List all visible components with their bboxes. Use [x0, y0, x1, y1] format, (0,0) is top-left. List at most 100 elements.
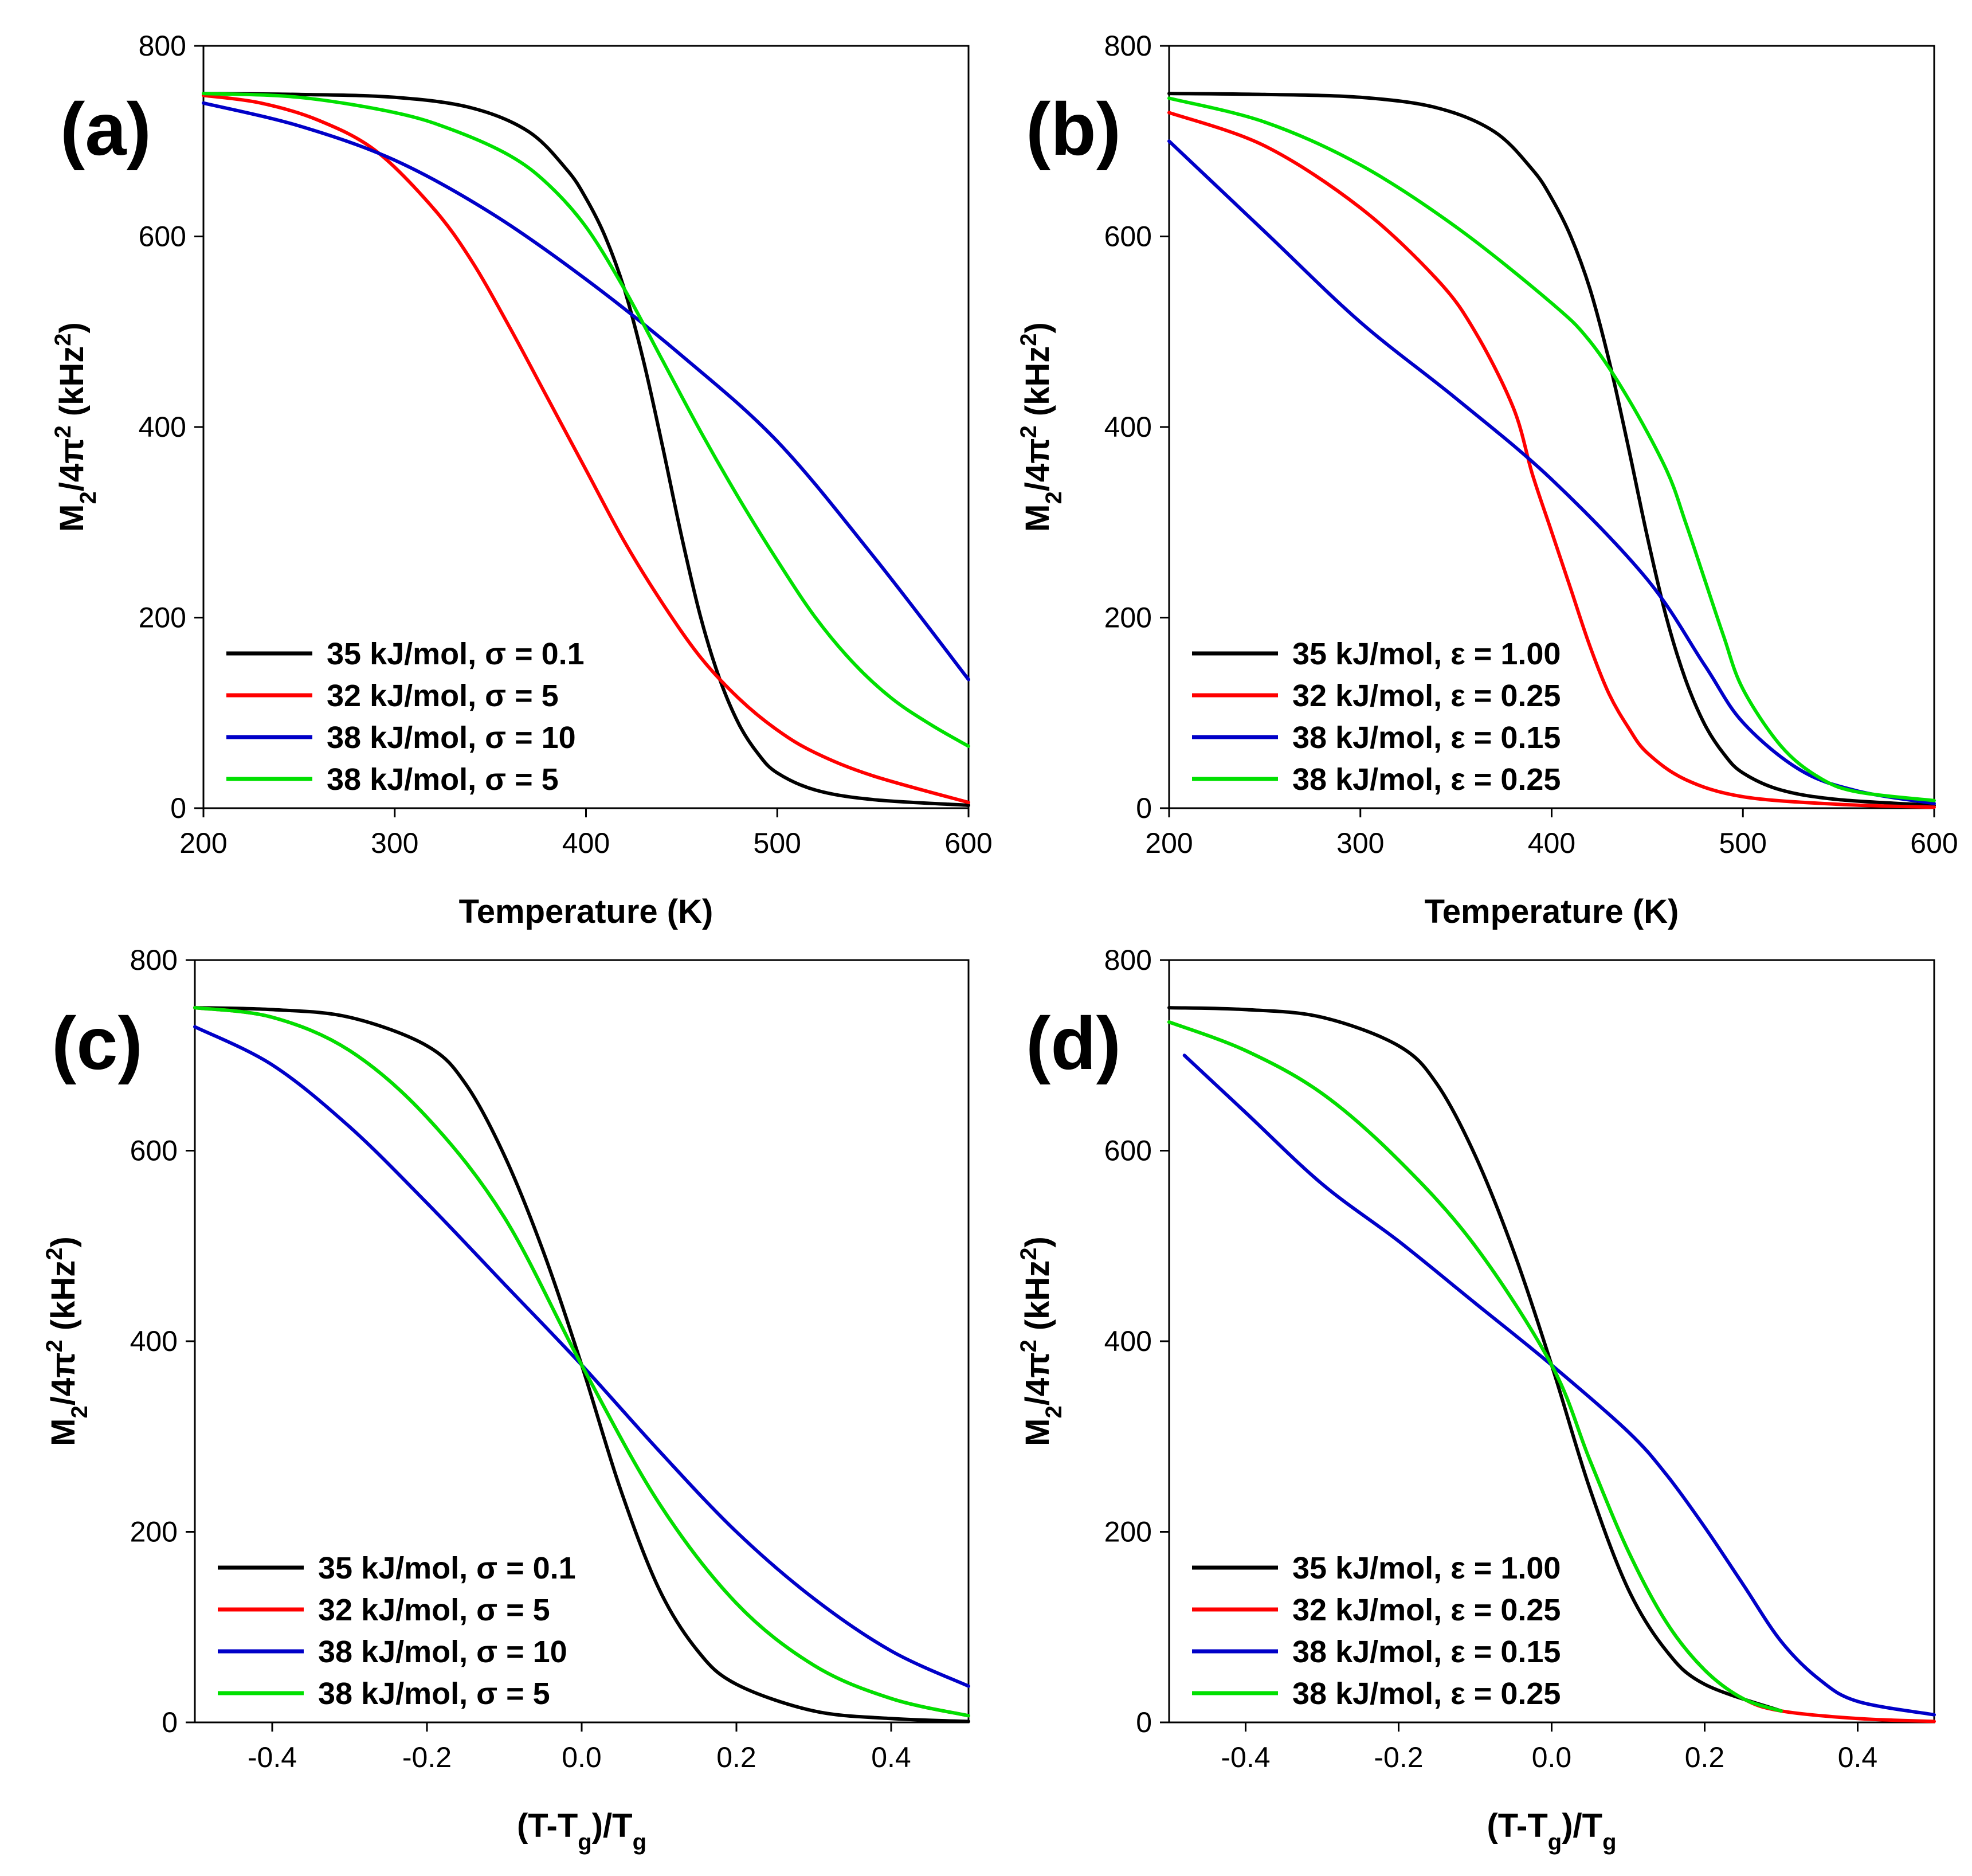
label-part: M	[53, 504, 91, 532]
label-part: M	[45, 1419, 82, 1446]
y-tick-label: 400	[1104, 1325, 1152, 1357]
label-part: (kHz	[53, 346, 91, 426]
x-tick-label: 200	[1145, 827, 1193, 859]
legend-label: 38 kJ/mol, σ = 10	[318, 1635, 567, 1669]
label-part: )/T	[592, 1807, 633, 1844]
y-tick-label: 400	[1104, 411, 1152, 443]
legend-label: 38 kJ/mol, ε = 0.15	[1292, 1635, 1561, 1669]
x-tick-label: -0.4	[248, 1741, 297, 1773]
series-line	[1167, 1006, 1783, 1713]
label-part: M	[1019, 504, 1056, 532]
y-tick-label: 800	[1104, 944, 1152, 976]
y-tick-label: 200	[139, 602, 186, 634]
y-axis-title: M2/4π2 (kHz2)	[1016, 1236, 1067, 1446]
label-part: 2	[42, 1247, 67, 1260]
label-part: g	[578, 1830, 591, 1855]
legend-label: 38 kJ/mol, σ = 5	[327, 762, 559, 797]
y-tick-label: 800	[130, 944, 178, 976]
y-tick-label: 400	[139, 411, 186, 443]
y-axis-title: M2/4π2 (kHz2)	[50, 322, 101, 532]
y-tick-label: 800	[139, 30, 186, 62]
chart-panel-c: -0.4 -0.2 0.0 0.2 0.40200400600800(T-Tg)/TgM…	[42, 944, 970, 1855]
x-tick-label: 500	[1719, 827, 1767, 859]
y-tick-label: 0	[170, 792, 186, 824]
series-line	[193, 1006, 970, 1718]
chart-panel-d: -0.4 -0.2 0.0 0.2 0.40200400600800(T-Tg)/TgM…	[1016, 944, 1936, 1855]
series-line	[193, 1025, 970, 1688]
series-line	[1167, 111, 1936, 809]
x-tick-label: -0.2	[1374, 1741, 1423, 1773]
label-part: 2	[1041, 1405, 1067, 1418]
label-part: 2	[1016, 333, 1041, 346]
legend-label: 32 kJ/mol, ε = 0.25	[1292, 1593, 1561, 1627]
x-tick-label: 0.0	[1532, 1741, 1572, 1773]
x-tick-label: -0.2	[402, 1741, 452, 1773]
panel-letter: (a)	[60, 87, 151, 171]
series-line	[1167, 92, 1936, 807]
chart-panel-a: 200 300 400 500 6000200400600800Temperature …	[50, 30, 993, 930]
plot-frame	[194, 959, 970, 1724]
label-part: g	[1602, 1830, 1616, 1855]
x-tick-label: 200	[179, 827, 227, 859]
x-tick-label: 0.4	[871, 1741, 911, 1773]
series-line	[202, 92, 970, 748]
label-part: )	[1019, 322, 1056, 333]
x-tick-label: -0.4	[1221, 1741, 1270, 1773]
label-part: 2	[1016, 1340, 1041, 1352]
x-tick-label: 400	[1528, 827, 1575, 859]
series-line	[1167, 96, 1936, 802]
x-axis-title: (T-Tg)/Tg	[517, 1807, 646, 1855]
y-axis-title: M2/4π2 (kHz2)	[42, 1236, 92, 1446]
legend-label: 32 kJ/mol, σ = 5	[327, 679, 559, 713]
label-part: (T-T	[517, 1807, 578, 1844]
label-part: 2	[1041, 491, 1067, 504]
y-tick-label: 600	[139, 221, 186, 253]
x-axis-title: Temperature (K)	[459, 893, 713, 930]
label-part: 2	[1016, 425, 1041, 438]
y-tick-label: 0	[1136, 1706, 1152, 1738]
x-axis-title: Temperature (K)	[1425, 893, 1679, 930]
label-part: /4π	[1019, 1353, 1056, 1406]
y-tick-label: 200	[1104, 1516, 1152, 1548]
label-part: 2	[50, 425, 76, 438]
x-tick-label: 300	[1336, 827, 1384, 859]
chart-panel-b: 200 300 400 500 6000200400600800Temperature …	[1016, 30, 1958, 930]
x-axis-title: (T-Tg)/Tg	[1487, 1807, 1616, 1855]
legend-label: 32 kJ/mol, ε = 0.25	[1292, 679, 1561, 713]
label-part: 2	[42, 1340, 67, 1352]
label-part: /4π	[53, 438, 91, 492]
y-tick-label: 0	[162, 1706, 178, 1738]
x-tick-label: 400	[562, 827, 610, 859]
x-tick-label: 500	[754, 827, 801, 859]
label-part: (T-T	[1487, 1807, 1547, 1844]
x-tick-label: 0.2	[716, 1741, 756, 1773]
legend-label: 38 kJ/mol, σ = 5	[318, 1677, 550, 1711]
panel-letter: (b)	[1026, 87, 1121, 171]
label-part: g	[633, 1830, 646, 1855]
label-part: /4π	[45, 1353, 82, 1406]
label-part: (kHz	[1019, 346, 1056, 426]
series-line	[1167, 139, 1936, 805]
label-part: (kHz	[1019, 1260, 1056, 1340]
label-part: 2	[1016, 1247, 1041, 1260]
y-tick-label: 600	[1104, 221, 1152, 253]
legend-label: 38 kJ/mol, ε = 0.15	[1292, 720, 1561, 755]
series-line	[202, 92, 970, 807]
label-part: M	[1019, 1419, 1056, 1446]
panel-letter: (c)	[52, 1001, 143, 1085]
plot-frame	[202, 45, 970, 809]
y-tick-label: 600	[1104, 1135, 1152, 1167]
label-part: (kHz	[45, 1260, 82, 1340]
y-tick-label: 400	[130, 1325, 178, 1357]
legend-label: 38 kJ/mol, ε = 0.25	[1292, 1677, 1561, 1711]
x-tick-label: 600	[944, 827, 992, 859]
legend-label: 35 kJ/mol, σ = 0.1	[327, 637, 585, 671]
x-tick-label: 0.0	[562, 1741, 602, 1773]
legend-label: 38 kJ/mol, ε = 0.25	[1292, 762, 1561, 797]
x-tick-label: 300	[371, 827, 418, 859]
label-part: )	[53, 322, 91, 333]
label-part: 2	[67, 1405, 92, 1418]
legend-label: 32 kJ/mol, σ = 5	[318, 1593, 550, 1627]
y-tick-label: 200	[1104, 602, 1152, 634]
